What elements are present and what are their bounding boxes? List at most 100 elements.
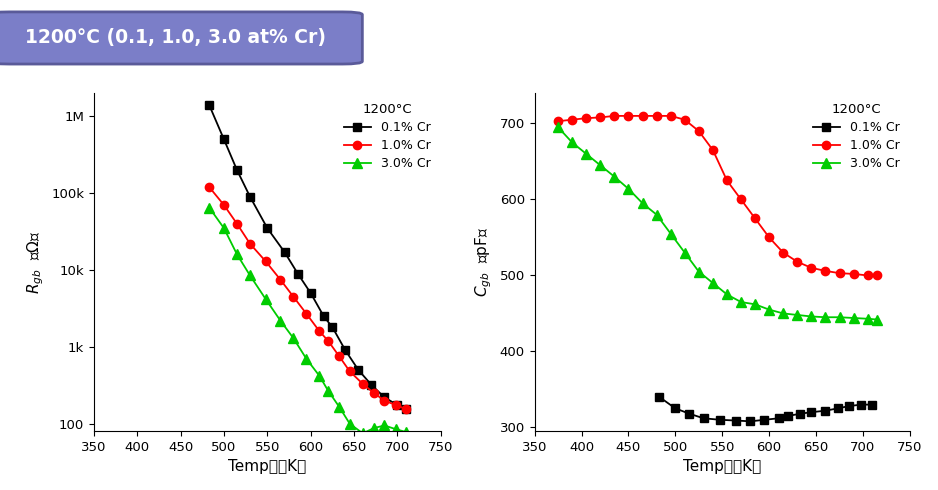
Line: 0.1% Cr: 0.1% Cr [205, 101, 410, 413]
0.1% Cr [832, 405, 843, 411]
0.1% Cr [731, 417, 742, 423]
3.0% Cr [871, 317, 883, 322]
FancyBboxPatch shape [0, 12, 362, 64]
1.0% Cr [232, 221, 243, 227]
0.1% Cr [820, 408, 831, 414]
1.0% Cr [651, 113, 662, 119]
0.1% Cr [232, 167, 243, 173]
3.0% Cr [595, 162, 606, 168]
1.0% Cr [735, 196, 747, 202]
Legend: 0.1% Cr, 1.0% Cr, 3.0% Cr: 0.1% Cr, 1.0% Cr, 3.0% Cr [340, 99, 434, 174]
1.0% Cr [379, 398, 390, 404]
1.0% Cr [862, 272, 873, 278]
1.0% Cr [707, 147, 719, 153]
1.0% Cr [552, 118, 564, 124]
Line: 1.0% Cr: 1.0% Cr [554, 112, 881, 280]
0.1% Cr [794, 411, 806, 416]
0.1% Cr [262, 225, 273, 231]
1.0% Cr [567, 117, 578, 122]
1.0% Cr [357, 381, 369, 387]
Y-axis label: $C_{gb}$  （pF）: $C_{gb}$ （pF） [474, 227, 494, 297]
0.1% Cr [353, 367, 364, 373]
1.0% Cr [792, 259, 803, 265]
3.0% Cr [357, 430, 369, 436]
0.1% Cr [305, 290, 316, 296]
1.0% Cr [288, 294, 299, 299]
3.0% Cr [313, 373, 325, 379]
Line: 1.0% Cr: 1.0% Cr [205, 183, 410, 413]
0.1% Cr [806, 409, 817, 415]
3.0% Cr [707, 280, 719, 286]
0.1% Cr [392, 402, 403, 408]
0.1% Cr [843, 403, 855, 409]
Legend: 0.1% Cr, 1.0% Cr, 3.0% Cr: 0.1% Cr, 1.0% Cr, 3.0% Cr [809, 99, 903, 174]
3.0% Cr [581, 151, 592, 157]
1.0% Cr [848, 271, 859, 277]
3.0% Cr [792, 312, 803, 318]
1.0% Cr [806, 265, 817, 271]
0.1% Cr [379, 394, 390, 400]
3.0% Cr [369, 425, 380, 431]
3.0% Cr [334, 404, 345, 410]
3.0% Cr [820, 314, 831, 320]
Line: 3.0% Cr: 3.0% Cr [553, 122, 882, 324]
0.1% Cr [684, 411, 695, 416]
1.0% Cr [581, 115, 592, 121]
1.0% Cr [313, 328, 325, 334]
1.0% Cr [244, 241, 255, 246]
3.0% Cr [323, 388, 334, 393]
3.0% Cr [609, 174, 620, 180]
3.0% Cr [637, 200, 648, 206]
3.0% Cr [764, 307, 775, 313]
0.1% Cr [698, 416, 709, 421]
3.0% Cr [806, 314, 817, 319]
1.0% Cr [871, 272, 883, 278]
3.0% Cr [623, 186, 634, 192]
1.0% Cr [749, 216, 761, 221]
3.0% Cr [301, 356, 312, 362]
3.0% Cr [379, 422, 390, 428]
3.0% Cr [344, 421, 356, 427]
1.0% Cr [721, 177, 733, 183]
0.1% Cr [318, 313, 329, 319]
0.1% Cr [292, 270, 303, 276]
X-axis label: Temp．（K）: Temp．（K） [228, 460, 307, 474]
3.0% Cr [244, 272, 255, 278]
3.0% Cr [665, 231, 676, 237]
3.0% Cr [288, 335, 299, 341]
1.0% Cr [665, 113, 676, 119]
0.1% Cr [340, 347, 351, 353]
Line: 3.0% Cr: 3.0% Cr [204, 203, 411, 438]
3.0% Cr [693, 269, 704, 274]
3.0% Cr [679, 250, 690, 256]
1.0% Cr [609, 113, 620, 119]
1.0% Cr [369, 390, 380, 396]
0.1% Cr [279, 249, 290, 255]
0.1% Cr [670, 405, 681, 411]
1.0% Cr [401, 406, 412, 412]
0.1% Cr [244, 194, 255, 199]
1.0% Cr [390, 402, 401, 408]
X-axis label: Temp．（K）: Temp．（K） [683, 460, 762, 474]
1.0% Cr [301, 311, 312, 317]
0.1% Cr [366, 382, 377, 388]
3.0% Cr [862, 316, 873, 322]
3.0% Cr [401, 429, 412, 435]
3.0% Cr [232, 251, 243, 257]
1.0% Cr [679, 117, 690, 122]
1.0% Cr [637, 113, 648, 119]
3.0% Cr [204, 204, 215, 210]
3.0% Cr [651, 212, 662, 218]
3.0% Cr [834, 314, 845, 320]
1.0% Cr [834, 270, 845, 276]
1.0% Cr [334, 354, 345, 360]
3.0% Cr [848, 315, 859, 321]
3.0% Cr [552, 124, 564, 130]
0.1% Cr [782, 413, 794, 419]
3.0% Cr [275, 318, 286, 323]
3.0% Cr [749, 301, 761, 307]
0.1% Cr [773, 416, 784, 421]
Line: 0.1% Cr: 0.1% Cr [656, 393, 876, 425]
0.1% Cr [759, 417, 770, 423]
1.0% Cr [260, 258, 271, 264]
